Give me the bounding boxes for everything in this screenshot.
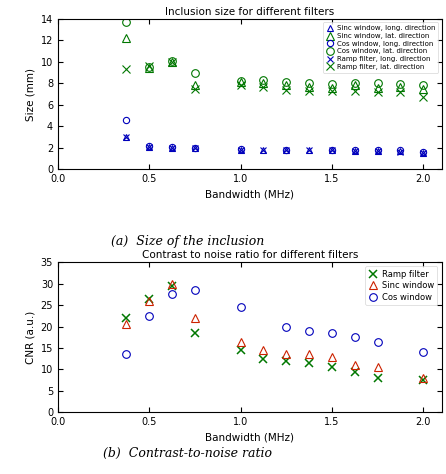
Text: (a)  Size of the inclusion: (a) Size of the inclusion — [111, 235, 264, 247]
Legend: Ramp filter, Sinc window, Cos window: Ramp filter, Sinc window, Cos window — [365, 266, 438, 305]
Legend: Sinc window, long. direction, Sinc window, lat. direction, Cos window, long. dir: Sinc window, long. direction, Sinc windo… — [323, 22, 438, 73]
Y-axis label: CNR (a.u.): CNR (a.u.) — [25, 310, 35, 364]
Title: Inclusion size for different filters: Inclusion size for different filters — [165, 7, 334, 17]
X-axis label: Bandwidth (MHz): Bandwidth (MHz) — [205, 190, 294, 200]
Title: Contrast to noise ratio for different filters: Contrast to noise ratio for different fi… — [141, 250, 358, 260]
X-axis label: Bandwidth (MHz): Bandwidth (MHz) — [205, 433, 294, 443]
Y-axis label: Size (mm): Size (mm) — [25, 67, 35, 120]
Text: (b)  Contrast-to-noise ratio: (b) Contrast-to-noise ratio — [103, 447, 272, 460]
